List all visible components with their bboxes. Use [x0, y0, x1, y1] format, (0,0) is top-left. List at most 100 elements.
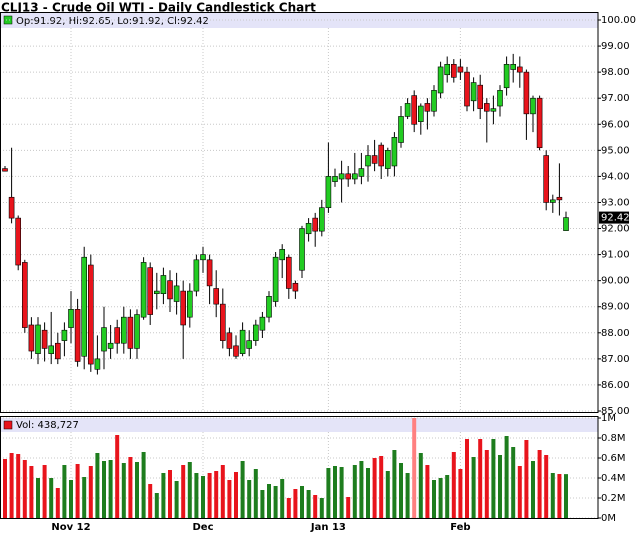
y-tick-label: 0M — [601, 513, 616, 524]
volume-bar — [319, 498, 324, 518]
candle-body — [74, 309, 81, 362]
plot-frame — [0, 12, 599, 413]
candle-body — [483, 103, 490, 112]
volume-bar — [36, 478, 40, 518]
volume-bar — [234, 472, 238, 518]
candle-body — [220, 303, 226, 341]
y-tick-label: 94.00 — [601, 171, 630, 182]
candle-body — [464, 71, 470, 107]
candle-body — [563, 217, 569, 231]
volume-bar — [465, 439, 469, 518]
candle-body — [470, 82, 477, 102]
volume-bar — [405, 473, 410, 518]
legend-swatch — [3, 420, 13, 430]
volume-bar — [247, 480, 252, 518]
candle-body — [523, 71, 530, 115]
legend-band — [0, 12, 598, 28]
candle-body — [68, 309, 74, 328]
y-tick-label: 0.4M — [601, 473, 626, 484]
candle-body — [173, 285, 180, 302]
volume-bar — [432, 480, 436, 518]
y-tick-label: 0.2M — [601, 493, 626, 504]
candle-body — [200, 254, 206, 261]
volume-bar — [359, 461, 364, 518]
candle-body — [88, 264, 94, 365]
volume-bar — [62, 465, 67, 518]
volume-bar — [22, 460, 27, 518]
y-tick-label: 1M — [601, 413, 616, 424]
candle-body — [187, 290, 193, 318]
candle-body — [15, 217, 21, 266]
chart-title: CLJ13 - Crude Oil WTI - Daily Candlestic… — [1, 1, 316, 15]
candle-body — [180, 290, 186, 326]
candle-body — [259, 316, 266, 331]
volume-bar — [267, 484, 271, 518]
candle-body — [35, 324, 41, 354]
volume-bars — [3, 418, 568, 518]
volume-bar — [286, 498, 291, 518]
volume-bar — [372, 458, 377, 518]
candle-body — [365, 155, 371, 167]
volume-bar — [564, 474, 568, 518]
candle-body — [318, 207, 325, 232]
y-tick-label: 90.00 — [601, 276, 630, 287]
legend-text: Vol: 438,727 — [16, 420, 79, 431]
volume-bar — [504, 436, 509, 518]
volume-bar — [102, 461, 106, 518]
volume-bar — [42, 465, 47, 518]
candle-body — [193, 259, 200, 292]
candle-body — [107, 342, 114, 349]
volume-bar — [214, 471, 219, 518]
candle-body — [94, 358, 101, 370]
volume-bar — [168, 470, 172, 518]
y-tick-label: 91.00 — [601, 250, 630, 261]
y-tick-label: 92.00 — [601, 224, 630, 235]
volume-bar — [300, 486, 304, 518]
volume-bar — [75, 464, 80, 518]
candle-body — [28, 324, 35, 352]
candle-body — [477, 84, 484, 109]
volume-bar — [148, 484, 153, 518]
candle-body — [285, 256, 292, 289]
volume-bar — [121, 463, 126, 518]
candle-body — [233, 345, 239, 357]
volume-bar — [161, 473, 166, 518]
candle-body — [206, 259, 213, 287]
volume-bar — [174, 481, 179, 518]
candle-body — [371, 155, 378, 164]
y-tick-label: 98.00 — [601, 67, 630, 78]
y-tick-label: 96.00 — [601, 119, 630, 130]
candle-body — [266, 296, 272, 318]
y-tick-label: 86.00 — [601, 380, 630, 391]
candle-body — [160, 275, 167, 295]
volume-bar — [366, 468, 370, 518]
legend-text: Op:91.92, Hi:92.65, Lo:91.92, Cl:92.42 — [16, 16, 209, 27]
volume-bar — [531, 461, 535, 518]
volume-bar — [88, 466, 93, 518]
volume-bar — [273, 486, 278, 518]
candle-body — [114, 327, 120, 344]
volume-bar — [55, 488, 60, 518]
candle-body — [543, 155, 550, 203]
candle-body — [127, 316, 134, 349]
volume-bar — [491, 439, 496, 518]
candle-body — [345, 173, 352, 180]
volume-bar — [484, 450, 489, 518]
candle-body — [21, 262, 28, 328]
volume-bar — [392, 450, 397, 518]
volume-bar — [29, 466, 34, 518]
x-tick-label: Jan 13 — [310, 522, 346, 533]
candle-body — [312, 217, 319, 232]
volume-bar — [418, 453, 423, 518]
candle-body — [391, 137, 398, 167]
legend-band — [0, 418, 598, 432]
volume-bar — [425, 465, 430, 518]
candle-body — [444, 64, 451, 76]
volume-bar — [128, 457, 133, 518]
candle-body — [167, 280, 173, 300]
volume-bar — [220, 465, 225, 518]
volume-bar — [550, 473, 555, 518]
candle-body — [253, 324, 259, 341]
x-tick-label: Dec — [192, 522, 213, 533]
candle-body — [556, 196, 563, 201]
